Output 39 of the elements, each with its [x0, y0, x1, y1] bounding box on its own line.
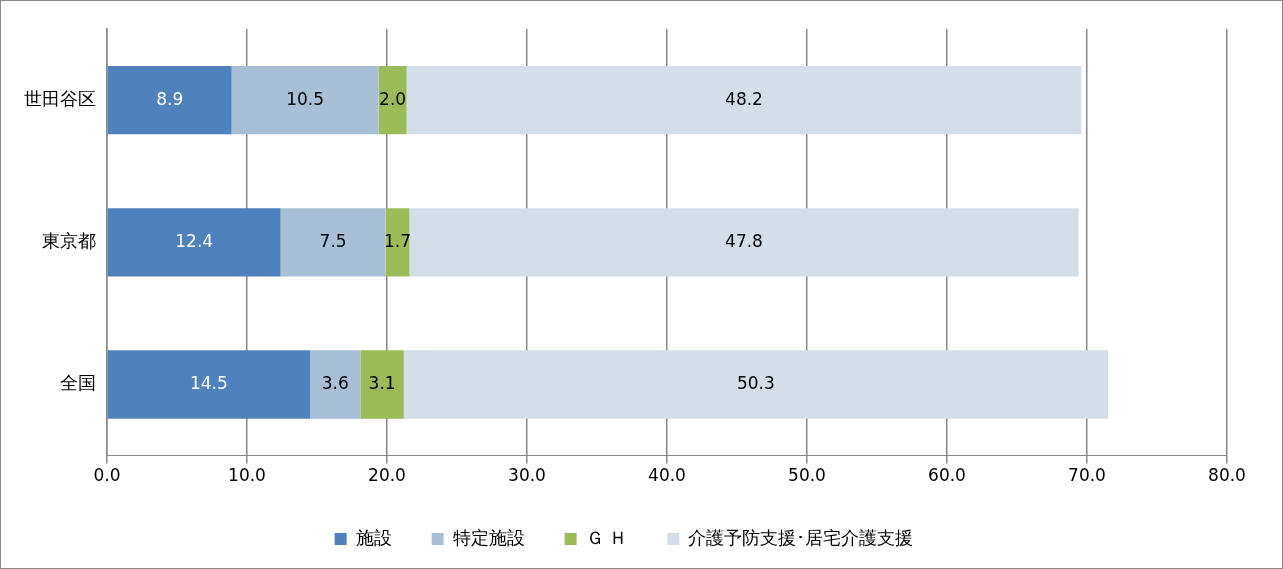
data-label: 12.4 — [175, 230, 214, 251]
data-label: 14.5 — [189, 372, 228, 393]
bar — [280, 208, 386, 277]
x-tick-label: 70.0 — [1068, 465, 1106, 486]
data-label: 3.6 — [321, 372, 349, 393]
bar — [409, 208, 1079, 277]
legend-label: Ｇ Ｈ — [585, 526, 628, 548]
x-tick-label: 0.0 — [93, 465, 121, 486]
data-label: 50.3 — [736, 372, 775, 393]
data-label: 48.2 — [725, 88, 763, 109]
bar — [403, 350, 1108, 419]
bar — [360, 350, 404, 419]
x-tick-label: 50.0 — [788, 465, 826, 486]
data-label: 7.5 — [319, 230, 347, 251]
data-label: 10.5 — [286, 88, 325, 109]
bar — [231, 65, 379, 135]
legend-label: 施設 — [355, 526, 392, 548]
bar — [406, 65, 1082, 135]
x-tick-label: 80.0 — [1208, 465, 1246, 486]
y-tick-label: 世田谷区 — [24, 87, 96, 109]
x-tick-label: 20.0 — [368, 465, 406, 486]
y-tick-label: 全国 — [60, 372, 96, 394]
bar — [107, 350, 310, 419]
bar — [310, 350, 361, 419]
data-label: 2.0 — [379, 88, 407, 109]
x-tick-label: 30.0 — [508, 465, 546, 486]
data-label: 1.7 — [383, 230, 412, 251]
bar — [378, 65, 407, 135]
x-tick-label: 10.0 — [228, 465, 266, 486]
bar — [107, 208, 281, 277]
x-tick-label: 60.0 — [928, 465, 966, 486]
bar — [107, 65, 232, 135]
data-label: 3.1 — [368, 372, 396, 393]
data-label: 47.8 — [725, 230, 763, 251]
y-tick-label: 東京都 — [42, 229, 96, 251]
x-tick-label: 40.0 — [648, 465, 686, 486]
legend-label: 特定施設 — [452, 526, 525, 548]
data-label: 8.9 — [156, 88, 184, 109]
legend-label: 介護予防支援･居宅介護支援 — [688, 526, 914, 548]
